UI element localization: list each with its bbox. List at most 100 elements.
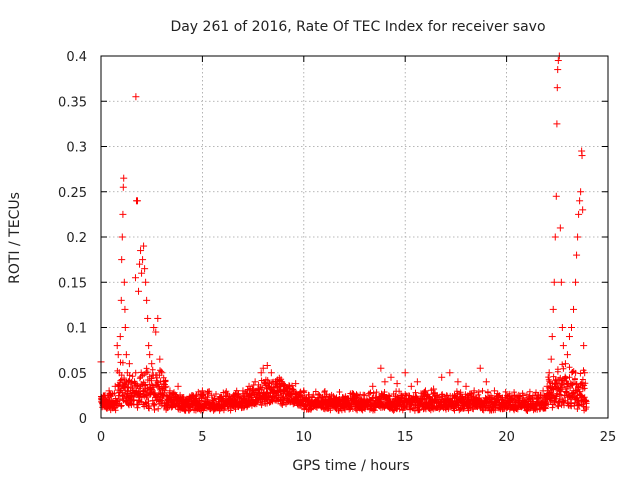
data-point (340, 400, 348, 408)
data-point (251, 378, 259, 386)
data-point (132, 93, 140, 101)
data-point (271, 378, 279, 386)
data-point (515, 391, 523, 399)
y-tick-label: 0.2 (66, 231, 87, 246)
data-point (144, 314, 152, 322)
data-point (575, 210, 583, 218)
y-tick-label: 0 (79, 412, 87, 427)
data-point (140, 242, 148, 250)
data-point (572, 278, 580, 286)
data-point (103, 403, 111, 411)
data-point (550, 278, 558, 286)
data-point (182, 398, 190, 406)
data-point (430, 385, 438, 393)
data-point (123, 369, 131, 377)
data-point (539, 387, 547, 395)
background-marker-band (98, 359, 590, 414)
data-point (231, 391, 239, 399)
data-point (124, 378, 132, 386)
data-point (125, 360, 133, 368)
chart-title: Day 261 of 2016, Rate Of TEC Index for r… (170, 19, 545, 35)
data-point (121, 324, 129, 331)
data-point (547, 355, 555, 363)
x-tick-label: 15 (397, 430, 414, 445)
data-point (549, 305, 557, 313)
data-point (413, 378, 421, 386)
y-axis-title: ROTI / TECUs (7, 192, 23, 284)
data-point (545, 369, 553, 377)
data-point (578, 152, 586, 160)
data-point (531, 391, 539, 399)
data-point (101, 391, 109, 399)
data-point (292, 380, 300, 388)
data-point (482, 378, 490, 386)
data-point (174, 382, 182, 390)
data-point (553, 120, 561, 128)
data-point (156, 355, 164, 363)
data-point (559, 342, 567, 350)
data-point (556, 224, 564, 232)
data-point (119, 183, 127, 191)
data-point (551, 233, 559, 241)
x-tick-label: 20 (498, 430, 515, 445)
data-point (306, 396, 314, 404)
data-point (162, 382, 170, 390)
data-point (143, 296, 151, 304)
data-point (574, 233, 582, 241)
data-point (150, 324, 158, 331)
data-point (129, 396, 137, 404)
data-point (381, 378, 389, 386)
data-point (138, 269, 146, 277)
x-tick-label: 25 (600, 430, 617, 445)
data-point (579, 206, 587, 214)
data-point (543, 382, 551, 390)
data-point (300, 387, 308, 395)
data-point (263, 362, 271, 370)
data-point (490, 387, 498, 395)
data-point (136, 260, 144, 268)
data-point (139, 256, 147, 264)
data-point (548, 333, 556, 341)
data-point (145, 342, 153, 350)
data-point (387, 373, 395, 381)
data-point (121, 305, 129, 313)
y-tick-label: 0.05 (58, 367, 87, 382)
data-point (245, 382, 253, 390)
y-tick-label: 0.25 (58, 186, 87, 201)
data-point (119, 210, 127, 218)
data-point (116, 333, 124, 341)
data-point (170, 389, 178, 397)
data-point (557, 278, 565, 286)
data-point (280, 387, 288, 395)
data-point (561, 360, 569, 368)
data-point (141, 265, 149, 273)
data-point (115, 369, 123, 377)
data-point (570, 305, 578, 313)
data-point (209, 396, 217, 404)
data-point (523, 396, 531, 404)
data-point (158, 369, 166, 377)
data-point (507, 396, 515, 404)
grid (101, 56, 608, 418)
data-points (97, 52, 590, 414)
data-point (567, 324, 575, 331)
data-point (573, 251, 581, 259)
data-point (198, 387, 206, 395)
data-point (438, 373, 446, 381)
data-point (361, 391, 369, 399)
data-point (215, 403, 223, 411)
data-point (401, 369, 409, 377)
axes (100, 55, 609, 419)
data-point (134, 197, 142, 205)
data-point (312, 398, 320, 406)
data-point (120, 174, 128, 182)
y-tick-label: 0.1 (66, 322, 87, 337)
data-point (118, 233, 126, 241)
data-point (576, 197, 584, 205)
data-point (470, 387, 478, 395)
data-point (275, 382, 283, 390)
data-point (351, 394, 358, 402)
data-point (131, 274, 139, 282)
data-point (554, 66, 562, 74)
